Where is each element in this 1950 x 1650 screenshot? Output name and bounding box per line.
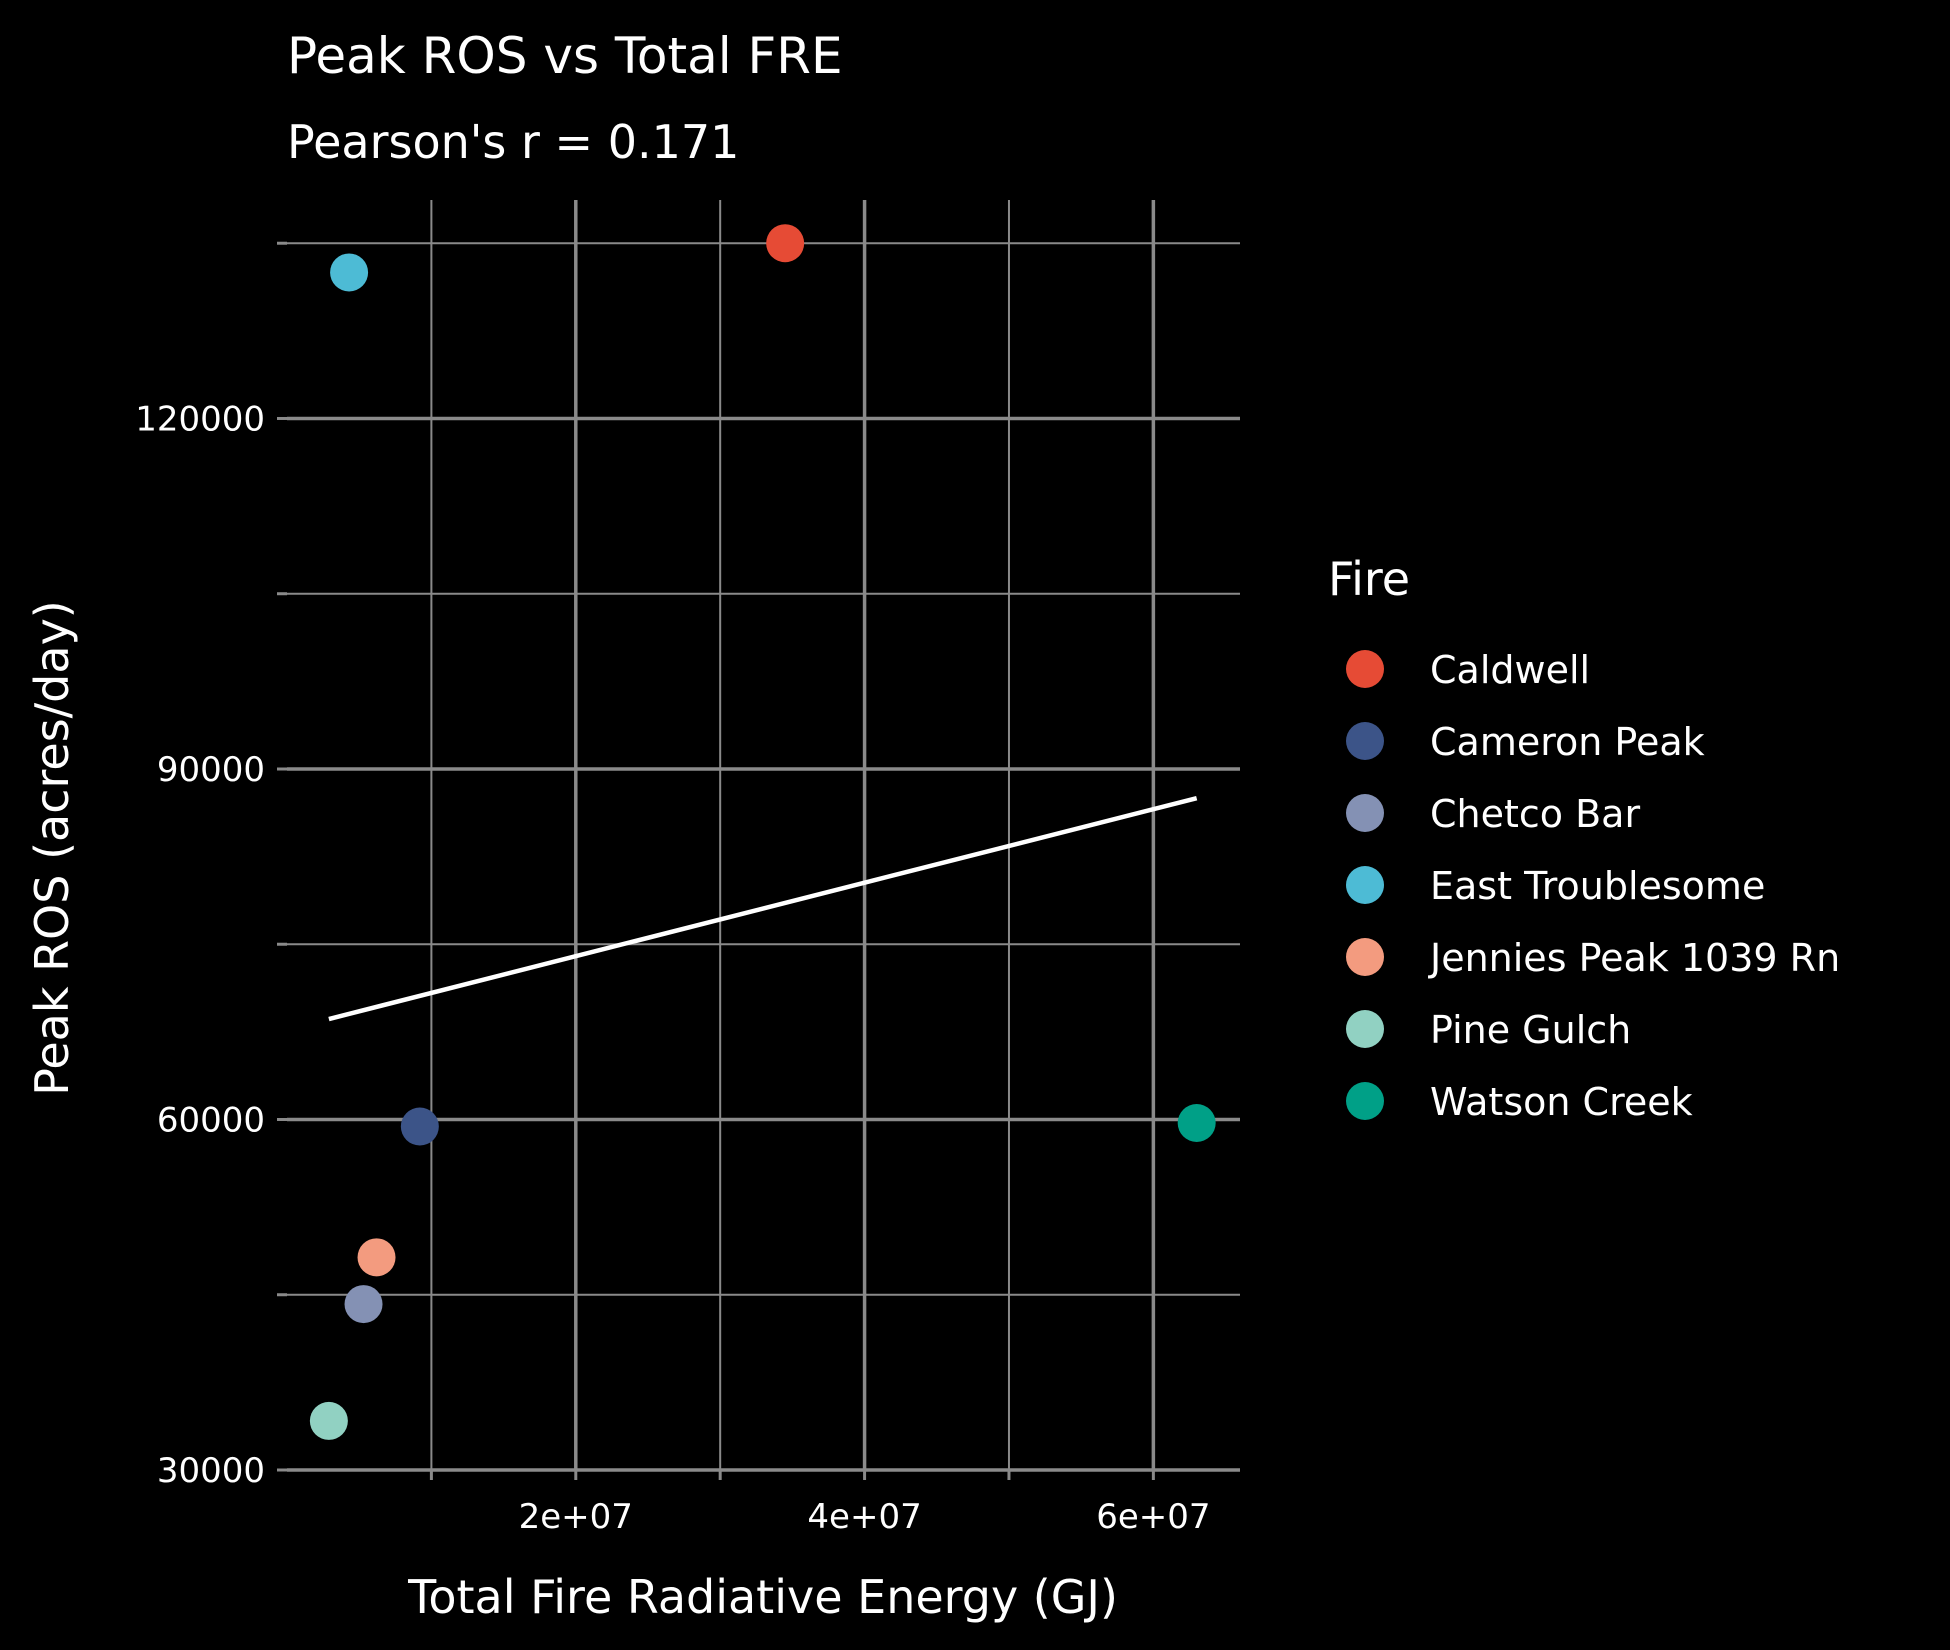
x-tick-label-2: 6e+07 [1096,1497,1210,1537]
y-axis-title: Peak ROS (acres/day) [25,600,79,1096]
legend-key-jennies-peak-1039-rn [1346,938,1384,976]
data-points [309,224,1216,1440]
legend-key-caldwell [1346,650,1384,688]
point-east-troublesome [330,253,369,292]
chart-subtitle: Pearson's r = 0.171 [287,115,739,169]
legend-label-cameron-peak: Cameron Peak [1430,720,1705,764]
x-tick-label-1: 4e+07 [807,1497,921,1537]
legend-label-chetco-bar: Chetco Bar [1430,792,1640,836]
legend-key-east-troublesome [1346,866,1384,904]
legend-label-jennies-peak-1039-rn: Jennies Peak 1039 Rn [1428,936,1840,980]
legend-key-cameron-peak [1346,722,1384,760]
y-tick-label-0: 30000 [157,1451,265,1491]
trend-line-group [328,796,1198,1022]
x-axis-title: Total Fire Radiative Energy (GJ) [407,1570,1118,1624]
y-tick-label-2: 90000 [157,750,265,790]
axis-ticks: 2e+07 4e+07 6e+07 30000 60000 90000 120000 [135,241,1211,1537]
point-watson-creek [1177,1103,1216,1142]
legend-key-watson-creek [1346,1082,1384,1120]
legend: Fire Caldwell Cameron Peak Chetco Bar East … [1328,552,1840,1124]
legend-label-east-troublesome: East Troublesome [1430,864,1765,908]
legend-key-pine-gulch [1346,1010,1384,1048]
legend-title: Fire [1328,552,1410,606]
trend-line [328,796,1198,1022]
legend-label-pine-gulch: Pine Gulch [1430,1008,1631,1052]
legend-items: Caldwell Cameron Peak Chetco Bar East Troub… [1346,648,1840,1124]
point-caldwell [766,224,805,263]
legend-key-chetco-bar [1346,794,1384,832]
legend-label-watson-creek: Watson Creek [1430,1080,1693,1124]
x-tick-label-0: 2e+07 [519,1497,633,1537]
y-tick-label-1: 60000 [157,1100,265,1140]
point-chetco-bar [344,1285,383,1324]
legend-label-caldwell: Caldwell [1430,648,1590,692]
y-tick-label-3: 120000 [135,399,265,439]
chart-title: Peak ROS vs Total FRE [287,27,843,85]
point-cameron-peak [400,1107,439,1146]
point-jennies-peak-1039-rn [357,1238,396,1277]
grid [287,200,1240,1472]
point-pine-gulch [309,1401,348,1440]
